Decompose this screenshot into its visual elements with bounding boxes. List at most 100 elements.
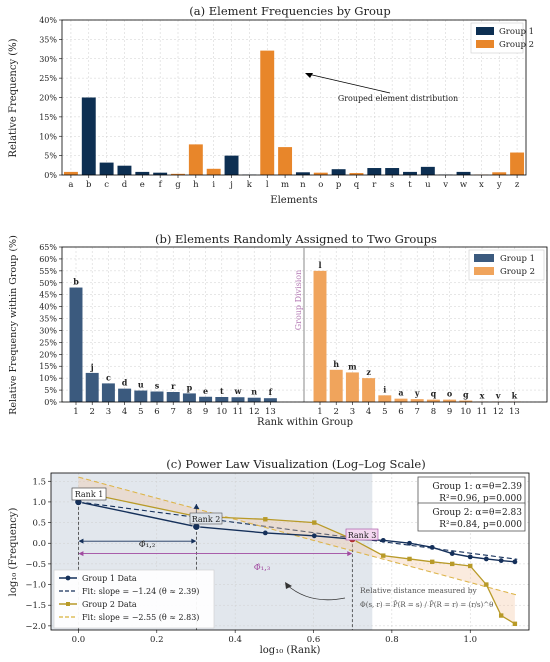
rank-tick-9: 9 <box>203 407 208 417</box>
panel-b-bars: b j c d u s r p e t w n f l h mz i a y q o g x v k <box>69 260 521 402</box>
xtick-t: t <box>408 180 412 190</box>
bar-label-z: z <box>366 367 371 377</box>
bar-label-x: x <box>480 391 485 401</box>
bar-n <box>295 172 310 175</box>
bar-label-l: l <box>318 260 321 270</box>
panel-b-ytick-label: 40% <box>39 303 57 312</box>
panel-c-xtick-label: 0.2 <box>150 635 164 645</box>
panel-a-legend-label-1: Group 1 <box>499 27 534 37</box>
bar-d <box>118 388 132 402</box>
rank-tick-4: 4 <box>366 407 371 417</box>
bar-label-q: q <box>431 389 437 399</box>
panel-a-annotation: Grouped element distribution <box>305 73 458 103</box>
rank-2-arrow-head <box>193 503 200 509</box>
panel-b-ytick-label: 5% <box>44 386 57 395</box>
panel-c-ytick-label: 1.5 <box>32 477 46 487</box>
rank-3-label: Rank 3 <box>348 531 377 540</box>
bar-label-s: s <box>155 381 160 391</box>
panel-a-ytick-label: 20% <box>39 94 57 103</box>
xtick-w: w <box>460 180 468 190</box>
group-2-point <box>381 553 386 558</box>
panel-c-xtick-label: 0.6 <box>307 635 321 645</box>
bar-m <box>345 372 359 402</box>
rank-tick-1: 1 <box>73 407 78 417</box>
phi-12-arrow-left <box>78 538 84 544</box>
bar-o <box>313 172 328 175</box>
bar-n <box>247 397 261 402</box>
xtick-n: n <box>300 180 306 190</box>
panel-c-xtick-label: 0.4 <box>228 635 242 645</box>
group-1-point <box>429 544 435 550</box>
panel-c-xtick-label: 1.0 <box>463 635 477 645</box>
rank-tick-8: 8 <box>187 407 192 417</box>
panel-a-ytick-label: 25% <box>39 74 57 83</box>
group-1-point <box>262 530 268 536</box>
panel-c-fit-lines <box>78 476 518 596</box>
bar-q <box>426 399 440 402</box>
panel-c-ytick-label: −1.0 <box>25 581 46 591</box>
bar-t <box>403 171 417 175</box>
legend-c-4: Fit: slope = −2.55 (θ ≈ 2.83) <box>82 613 199 622</box>
bar-u <box>134 390 148 402</box>
rank-tick-8: 8 <box>431 407 436 417</box>
bar-h <box>188 144 203 175</box>
panel-b-division-label: Group Division <box>294 270 303 331</box>
bar-label-i: i <box>383 384 386 394</box>
xtick-c: c <box>104 180 109 190</box>
panel-c-power-law: (c) Power Law Visualization (Log–Log Sca… <box>8 457 530 656</box>
panel-c-legend: Group 1 Data Fit: slope = −1.24 (θ ≈ 2.3… <box>53 569 215 629</box>
group-1-point <box>380 537 386 543</box>
rank-tick-6: 6 <box>154 407 159 417</box>
xtick-v: v <box>442 180 448 190</box>
bar-u <box>420 166 435 175</box>
bar-z <box>510 152 525 175</box>
panel-b-ytick-label: 25% <box>39 338 57 347</box>
rank-tick-13: 13 <box>509 407 520 417</box>
panel-c-ytick-label: 0.0 <box>32 539 46 549</box>
panel-a-legend-label-2: Group 2 <box>499 40 534 50</box>
panel-c-data-series <box>74 477 518 627</box>
panel-a-ylabel: Relative Frequency (%) <box>8 38 19 157</box>
rank-tick-5: 5 <box>382 407 387 417</box>
panel-a-element-frequencies: (a) Element Frequencies by Group 0% 5% 10%… <box>8 4 534 206</box>
group-1-point <box>407 540 412 546</box>
panel-a-legend-swatch-1 <box>476 27 494 35</box>
xtick-o: o <box>318 180 323 190</box>
xtick-m: m <box>281 180 289 190</box>
panel-b-ytick-label: 65% <box>39 243 57 252</box>
bar-g <box>459 400 473 402</box>
panel-b-legend-swatch-1 <box>474 254 494 262</box>
xtick-a: a <box>68 180 73 190</box>
panel-b-ytick-label: 30% <box>39 326 57 335</box>
bar-label-j: j <box>90 362 94 372</box>
bar-h <box>329 369 343 402</box>
panel-b-ylabel: Relative Frequency within Group (%) <box>8 235 19 415</box>
panel-c-annotation-formula: Φ(s, r) = P̂(R = s) / P̂(R = r) = (r/s)^… <box>360 601 493 609</box>
group-2-point <box>263 517 268 522</box>
bar-label-w: w <box>234 386 243 396</box>
panel-c-stats-group-2: Group 2: α=θ=2.83 R²=0.84, p=0.000 <box>417 502 526 532</box>
phi-12-label: Φ̂₁,₂ <box>139 539 156 550</box>
bar-i <box>378 395 392 402</box>
stats-1-line-2: R²=0.96, p=0.000 <box>439 494 522 504</box>
bar-c <box>101 383 115 402</box>
bar-label-m: m <box>348 361 357 371</box>
panel-b-ytick-label: 20% <box>39 350 57 359</box>
bar-s <box>150 391 164 402</box>
xtick-e: e <box>140 180 145 190</box>
rank-tick-13: 13 <box>265 407 276 417</box>
panel-c-xtick-label: 0.8 <box>385 635 399 645</box>
bar-c <box>99 162 114 175</box>
bar-e <box>199 396 213 402</box>
bar-y <box>492 172 507 175</box>
rank-tick-3: 3 <box>106 407 111 417</box>
bar-i <box>206 168 221 175</box>
rank-tick-7: 7 <box>414 407 419 417</box>
phi-13-label: Φ̂₁,₃ <box>254 562 271 573</box>
panel-b-title: (b) Elements Randomly Assigned to Two Gr… <box>155 232 437 246</box>
xtick-l: l <box>266 180 269 190</box>
group-2-point <box>498 613 504 618</box>
stats-2-line-1: Group 2: α=θ=2.83 <box>432 508 522 518</box>
group-1-point <box>498 558 504 563</box>
panel-b-legend-label-2: Group 2 <box>500 267 535 277</box>
